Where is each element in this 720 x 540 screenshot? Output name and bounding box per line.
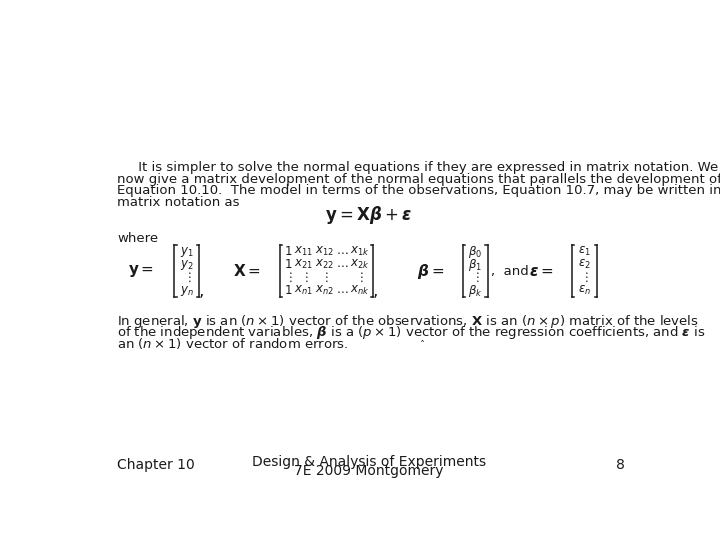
Text: $x_{22}$: $x_{22}$ (315, 258, 333, 271)
Text: $x_{nk}$: $x_{nk}$ (350, 284, 369, 298)
Text: $x_{11}$: $x_{11}$ (294, 245, 313, 258)
Text: where: where (117, 232, 158, 245)
Text: an ($n \times 1$) vector of random errors.: an ($n \times 1$) vector of random error… (117, 336, 348, 351)
Text: $\beta_k$: $\beta_k$ (468, 283, 482, 299)
Text: 7E 2009 Montgomery: 7E 2009 Montgomery (294, 463, 444, 477)
Text: $x_{1k}$: $x_{1k}$ (350, 245, 369, 258)
Text: $x_{21}$: $x_{21}$ (294, 258, 313, 271)
Text: $\epsilon_n$: $\epsilon_n$ (578, 284, 591, 298)
Text: $\vdots$: $\vdots$ (320, 271, 328, 284)
Text: $1$: $1$ (284, 258, 292, 271)
Text: Design & Analysis of Experiments: Design & Analysis of Experiments (252, 455, 486, 469)
Text: $\epsilon_2$: $\epsilon_2$ (578, 258, 591, 271)
Text: $1$: $1$ (284, 284, 292, 298)
Text: $\epsilon_1$: $\epsilon_1$ (578, 245, 591, 258)
Text: $\mathbf{y} =$: $\mathbf{y} =$ (128, 263, 154, 279)
Text: $\vdots$: $\vdots$ (356, 271, 364, 284)
Text: $\vdots$: $\vdots$ (471, 271, 480, 284)
Text: ,  and: , and (490, 265, 528, 278)
Text: In general, $\mathbf{y}$ is an ($n \times 1$) vector of the observations, $\math: In general, $\mathbf{y}$ is an ($n \time… (117, 313, 699, 330)
Text: It is simpler to solve the normal equations if they are expressed in matrix nota: It is simpler to solve the normal equati… (117, 161, 719, 174)
Text: $\hat{}$: $\hat{}$ (420, 335, 426, 346)
Text: $\vdots$: $\vdots$ (300, 271, 308, 284)
Text: Chapter 10: Chapter 10 (117, 458, 195, 472)
Text: $\cdots$: $\cdots$ (336, 258, 348, 271)
Text: $1$: $1$ (284, 245, 292, 258)
Text: $\cdots$: $\cdots$ (336, 245, 348, 258)
Text: $\vdots$: $\vdots$ (284, 271, 292, 284)
Text: $\vdots$: $\vdots$ (580, 271, 589, 284)
Text: $x_{n1}$: $x_{n1}$ (294, 284, 313, 298)
Text: $\beta_0$: $\beta_0$ (468, 244, 482, 260)
Text: $\vdots$: $\vdots$ (183, 271, 191, 284)
Text: $x_{2k}$: $x_{2k}$ (350, 258, 369, 271)
Text: now give a matrix development of the normal equations that parallels the develop: now give a matrix development of the nor… (117, 173, 720, 186)
Text: matrix notation as: matrix notation as (117, 195, 240, 208)
Text: $\boldsymbol{\epsilon} =$: $\boldsymbol{\epsilon} =$ (529, 264, 554, 279)
Text: of the independent variables, $\boldsymbol{\beta}$ is a ($p \times 1$) vector of: of the independent variables, $\boldsymb… (117, 325, 706, 341)
Text: ,: , (372, 282, 378, 300)
Text: ,: , (199, 282, 204, 300)
Text: $y_1$: $y_1$ (180, 245, 194, 259)
Text: Equation 10.10.  The model in terms of the observations, Equation 10.7, may be w: Equation 10.10. The model in terms of th… (117, 184, 720, 197)
Text: $\boldsymbol{\beta} =$: $\boldsymbol{\beta} =$ (417, 262, 444, 281)
Text: $x_{12}$: $x_{12}$ (315, 245, 333, 258)
Text: $y_n$: $y_n$ (180, 284, 194, 298)
Text: $x_{n2}$: $x_{n2}$ (315, 284, 333, 298)
Text: $y_2$: $y_2$ (180, 258, 194, 272)
Text: $\mathbf{X} =$: $\mathbf{X} =$ (233, 263, 261, 279)
Text: $\mathbf{y} = \mathbf{X}\boldsymbol{\beta} + \boldsymbol{\epsilon}$: $\mathbf{y} = \mathbf{X}\boldsymbol{\bet… (325, 204, 413, 226)
Text: $\beta_1$: $\beta_1$ (468, 256, 482, 273)
Text: $\cdots$: $\cdots$ (336, 284, 348, 298)
Text: 8: 8 (616, 458, 625, 472)
